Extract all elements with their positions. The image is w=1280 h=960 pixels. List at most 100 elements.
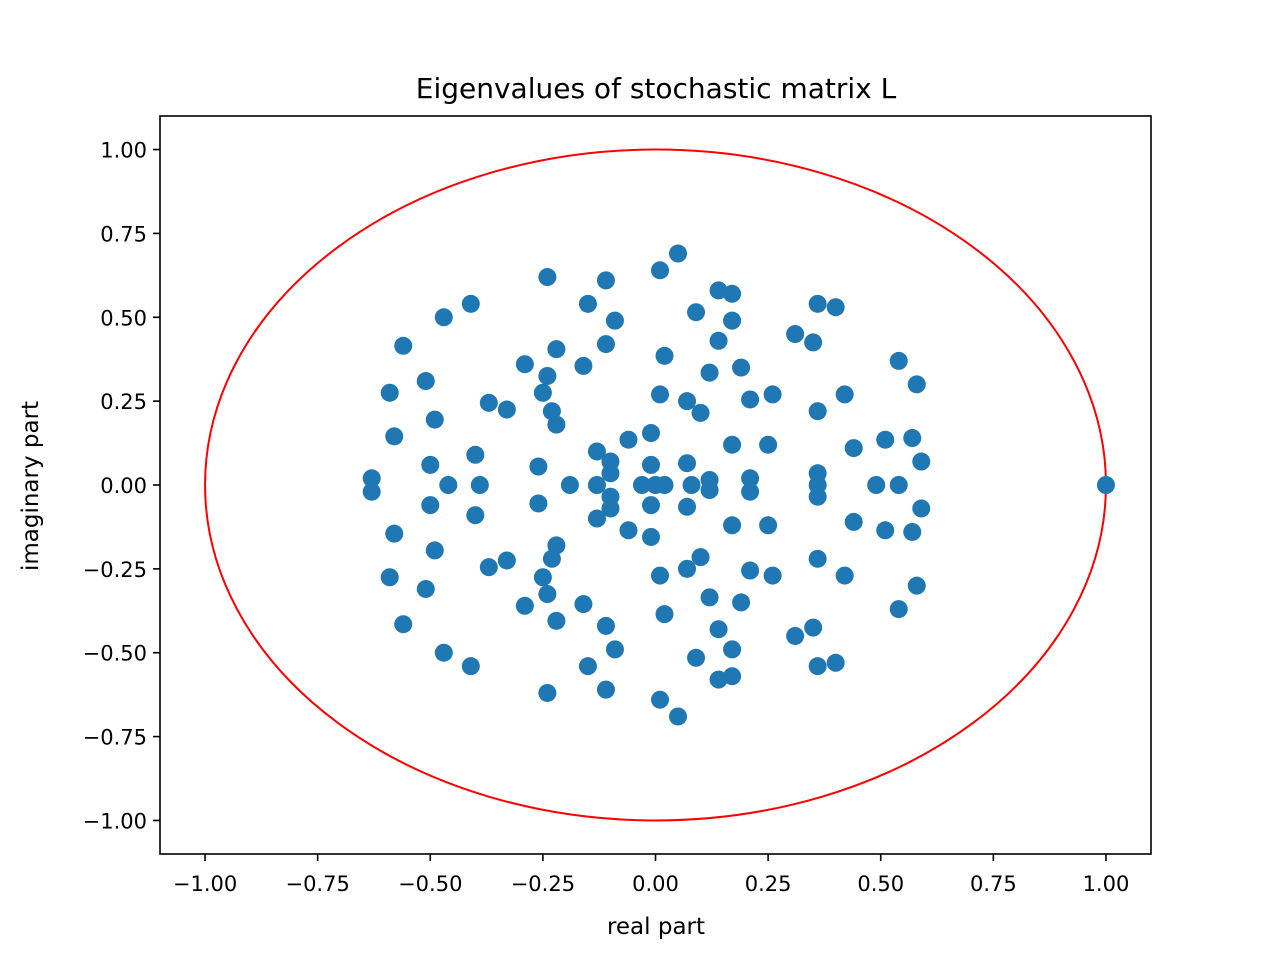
x-tick-label: −0.75 (285, 872, 349, 896)
eigenvalue-point (394, 615, 413, 634)
eigenvalue-point (421, 496, 440, 515)
eigenvalue-point (655, 476, 674, 494)
eigenvalue-point (669, 707, 688, 726)
eigenvalue-point (533, 383, 552, 402)
eigenvalue-point (651, 261, 670, 280)
eigenvalue-point (515, 596, 534, 615)
eigenvalue-point (385, 427, 404, 446)
eigenvalue-point (741, 469, 760, 488)
eigenvalue-point (759, 516, 778, 535)
eigenvalue-point (425, 410, 444, 429)
eigenvalue-point (709, 620, 728, 639)
eigenvalue-point (529, 457, 548, 476)
eigenvalue-point (741, 482, 760, 501)
eigenvalue-point (723, 284, 742, 303)
y-axis-label: imaginary part (18, 401, 44, 571)
eigenvalue-point (876, 430, 895, 449)
eigenvalue-point (678, 454, 697, 473)
eigenvalue-point (641, 424, 660, 443)
eigenvalue-point (912, 452, 931, 471)
eigenvalue-point (867, 476, 886, 494)
eigenvalue-point (362, 469, 381, 488)
eigenvalue-point (651, 566, 670, 585)
eigenvalue-point (596, 616, 615, 635)
eigenvalue-point (425, 541, 444, 560)
eigenvalue-point (574, 595, 593, 614)
eigenvalue-point (700, 481, 719, 500)
eigenvalue-point (903, 429, 922, 448)
eigenvalue-point (678, 392, 697, 411)
x-tick-label: 1.00 (1083, 872, 1130, 896)
eigenvalue-point (808, 294, 827, 313)
eigenvalue-point (826, 298, 845, 317)
eigenvalue-point (587, 442, 606, 461)
eigenvalue-point (416, 372, 435, 391)
eigenvalue-point (587, 476, 606, 494)
eigenvalue-point (691, 403, 710, 422)
eigenvalue-point (515, 355, 534, 374)
eigenvalue-point (669, 244, 688, 263)
eigenvalue-point (723, 516, 742, 535)
eigenvalue-point (578, 657, 597, 676)
eigenvalue-point (741, 390, 760, 409)
eigenvalue-point (601, 464, 620, 483)
eigenvalue-point (641, 527, 660, 546)
x-tick-label: 0.50 (857, 872, 904, 896)
plot-area (204, 148, 1115, 822)
eigenvalue-point (876, 521, 895, 540)
eigenvalue-point (533, 568, 552, 587)
eigenvalue-point (732, 593, 751, 612)
eigenvalue-point (632, 476, 651, 494)
eigenvalue-point (723, 640, 742, 659)
y-tick-label: −0.75 (83, 726, 147, 750)
eigenvalue-point (596, 680, 615, 699)
x-tick-label: −0.25 (511, 872, 575, 896)
eigenvalue-point (434, 308, 453, 327)
eigenvalue-point (889, 600, 908, 619)
eigenvalue-point (362, 482, 381, 501)
eigenvalue-point (835, 385, 854, 404)
eigenvalue-point (497, 551, 516, 570)
eigenvalue-point (596, 335, 615, 354)
eigenvalue-point (466, 445, 485, 464)
eigenvalue-point (560, 476, 579, 494)
eigenvalue-point (889, 476, 908, 494)
eigenvalue-point (763, 385, 782, 404)
eigenvalue-point (723, 311, 742, 330)
eigenvalue-point (741, 561, 760, 580)
x-tick-label: 0.25 (745, 872, 792, 896)
eigenvalue-point (700, 363, 719, 382)
eigenvalue-point (596, 271, 615, 290)
y-tick-label: −0.25 (83, 558, 147, 582)
y-tick-label: 0.00 (100, 474, 147, 498)
eigenvalue-point (578, 294, 597, 313)
eigenvalue-point (826, 653, 845, 672)
eigenvalue-point (574, 356, 593, 375)
eigenvalue-point (439, 476, 458, 494)
eigenvalue-point (709, 670, 728, 689)
eigenvalue-point (605, 311, 624, 330)
eigenvalue-point (619, 521, 638, 540)
x-tick-label: 0.00 (632, 872, 679, 896)
eigenvalue-point (907, 576, 926, 595)
eigenvalue-point (687, 303, 706, 322)
eigenvalue-point (786, 626, 805, 645)
y-tick-label: 0.75 (100, 222, 147, 246)
y-tick-label: 0.25 (100, 390, 147, 414)
eigenvalue-point (601, 487, 620, 506)
eigenvalue-point (907, 375, 926, 394)
eigenvalue-point (678, 559, 697, 578)
eigenvalue-point (691, 548, 710, 567)
eigenvalue-point (547, 611, 566, 630)
eigenvalue-point (844, 512, 863, 531)
chart-title: Eigenvalues of stochastic matrix L (416, 72, 897, 105)
eigenvalue-point (682, 476, 701, 494)
eigenvalue-point (394, 336, 413, 355)
eigenvalue-point (547, 415, 566, 434)
eigenvalue-point (641, 455, 660, 474)
eigenvalue-point (461, 657, 480, 676)
y-tick-label: −0.50 (83, 642, 147, 666)
eigenvalue-point (466, 506, 485, 525)
eigenvalue-point (903, 522, 922, 541)
